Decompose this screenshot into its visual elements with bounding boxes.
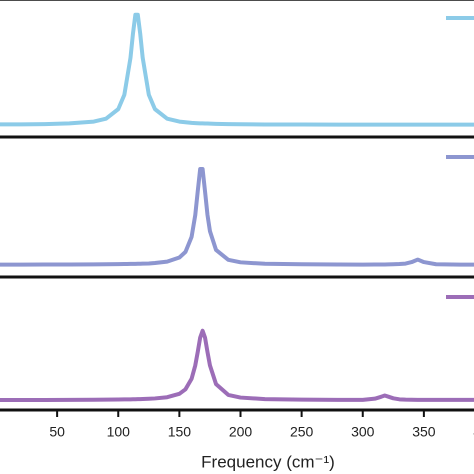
x-tick-label: 250	[290, 424, 314, 440]
x-tick-label: 200	[229, 424, 253, 440]
x-axis-label: Frequency (cm⁻¹)	[201, 452, 335, 471]
x-tick-label: 300	[351, 424, 375, 440]
series-line	[0, 12, 474, 127]
series-line	[0, 328, 474, 402]
x-tick-label: 100	[107, 424, 131, 440]
x-tick-label: 50	[49, 424, 65, 440]
x-tick-label: 350	[412, 424, 436, 440]
series-line	[0, 167, 474, 267]
x-tick-label: 150	[168, 424, 192, 440]
